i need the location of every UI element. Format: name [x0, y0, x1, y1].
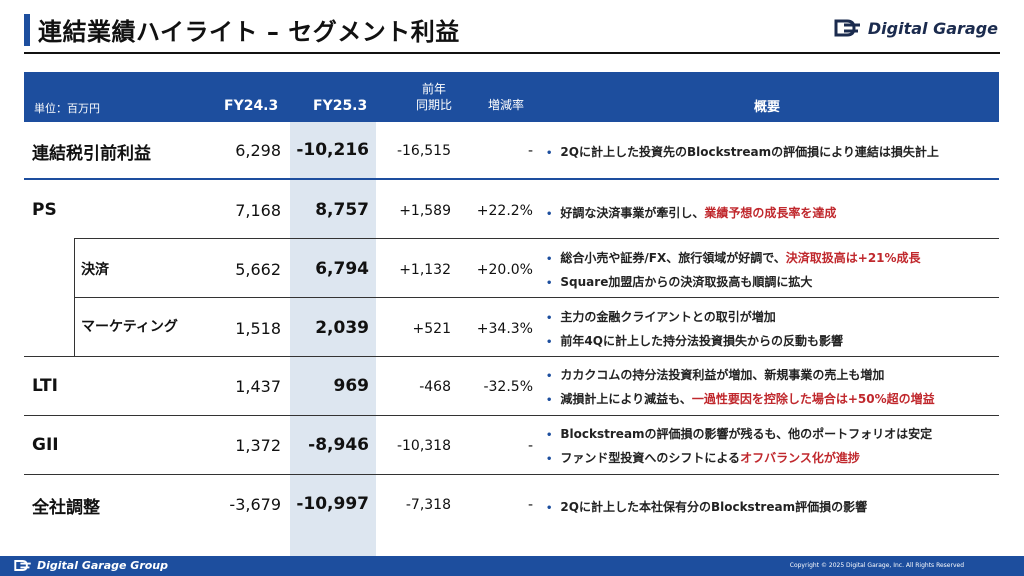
fy25-value: -10,216	[296, 140, 369, 160]
row-divider	[74, 238, 999, 239]
change-value: -32.5%	[483, 379, 533, 395]
copyright-text: Copyright © 2025 Digital Garage, Inc. Al…	[789, 562, 964, 569]
table-row: 全社調整 -3,679 -10,997 -7,318 - • 2Qに計上した本社保…	[24, 475, 999, 532]
fy25-value: 6,794	[315, 259, 369, 279]
table-row: 決済 5,662 6,794 +1,132 +20.0% • 総合小売や証券/FX…	[24, 239, 999, 297]
change-value: +20.0%	[476, 262, 533, 278]
fy25-value: -10,997	[296, 494, 369, 514]
bullet-icon: •	[546, 430, 553, 441]
col-header-fy25: FY25.3	[313, 98, 368, 114]
change-value: -	[527, 438, 533, 454]
subsegment-divider	[74, 238, 75, 356]
yoy-value: -10,318	[396, 438, 451, 454]
change-value: -	[527, 143, 533, 159]
fy24-value: 1,437	[235, 377, 281, 396]
footer-logo-text: Digital Garage Group	[37, 559, 169, 572]
row-divider-thick	[24, 178, 999, 180]
row-divider	[74, 297, 999, 298]
bullet-icon: •	[546, 254, 553, 265]
col-header-fy24: FY24.3	[224, 98, 279, 114]
note-item: • Square加盟店からの決済取扱高も順調に拡大	[546, 275, 813, 289]
change-value: +34.3%	[476, 321, 533, 337]
col-header-overview: 概要	[754, 100, 781, 115]
yoy-value: +1,589	[399, 203, 451, 219]
footer-bar: Digital Garage Group Copyright © 2025 Di…	[0, 556, 1024, 576]
unit-label: 単位：百万円	[34, 102, 100, 115]
bullet-icon: •	[546, 337, 553, 348]
table-row: 連結税引前利益 6,298 -10,216 -16,515 - • 2Qに計上した…	[24, 122, 999, 178]
fy24-value: 7,168	[235, 201, 281, 220]
row-label: LTI	[32, 376, 58, 396]
fy24-value: -3,679	[229, 495, 281, 514]
yoy-value: +521	[412, 321, 451, 337]
bullet-icon: •	[546, 454, 553, 465]
note-item: • 総合小売や証券/FX、旅行領域が好調で、決済取扱高は+21%成長	[546, 251, 921, 265]
yoy-value: -16,515	[396, 143, 451, 159]
title-accent-bar	[24, 14, 30, 46]
note-item: • Blockstreamの評価損の影響が残るも、他のポートフォリオは安定	[546, 427, 933, 441]
note-item: • 2Qに計上した本社保有分のBlockstream評価損の影響	[546, 500, 868, 514]
title-divider	[24, 52, 1000, 54]
row-label: マーケティング	[81, 319, 178, 335]
col-header-yoy-line1: 前年	[421, 82, 446, 96]
company-logo: Digital Garage	[834, 18, 998, 38]
dg-logo-icon	[834, 19, 860, 37]
col-header-change: 増減率	[488, 98, 525, 112]
fy25-column-highlight	[290, 122, 376, 572]
row-label: 連結税引前利益	[32, 144, 151, 164]
fy24-value: 5,662	[235, 260, 281, 279]
note-item: • 好調な決済事業が牽引し、業績予想の成長率を達成	[546, 206, 837, 220]
row-label: 全社調整	[32, 498, 100, 518]
row-label: PS	[32, 200, 57, 220]
row-label: 決済	[81, 262, 109, 278]
note-item: • 前年4Qに計上した持分法投資損失からの反動も影響	[546, 334, 843, 348]
col-header-yoy-line2: 同期比	[415, 98, 452, 112]
bullet-icon: •	[546, 209, 553, 220]
fy24-value: 6,298	[235, 141, 281, 160]
fy24-value: 1,372	[235, 436, 281, 455]
table-row: PS 7,168 8,757 +1,589 +22.2% • 好調な決済事業が牽引…	[24, 180, 999, 238]
note-item: • 減損計上により減益も、一過性要因を控除した場合は+50%超の増益	[546, 392, 935, 406]
fy25-value: -8,946	[308, 435, 369, 455]
fy24-value: 1,518	[235, 319, 281, 338]
row-divider	[24, 415, 999, 416]
row-divider	[24, 474, 999, 475]
page-title: 連結業績ハイライト – セグメント利益	[38, 18, 460, 46]
fy25-value: 2,039	[315, 318, 369, 338]
table-row: LTI 1,437 969 -468 -32.5% • カカクコムの持分法投資利益…	[24, 357, 999, 415]
logo-text: Digital Garage	[867, 18, 998, 38]
change-value: -	[527, 497, 533, 513]
note-item: • ファンド型投資へのシフトによるオフバランス化が進捗	[546, 451, 860, 465]
dg-logo-icon	[14, 560, 31, 571]
footer-logo: Digital Garage Group	[14, 559, 168, 572]
bullet-icon: •	[546, 371, 553, 382]
note-item: • カカクコムの持分法投資利益が増加、新規事業の売上も増加	[546, 368, 885, 382]
fy25-value: 8,757	[315, 200, 369, 220]
table-header: 単位：百万円 FY24.3 FY25.3 前年 同期比 増減率 概要	[24, 72, 999, 122]
note-item: • 2Qに計上した投資先のBlockstreamの評価損により連結は損失計上	[546, 145, 939, 159]
table-row: マーケティング 1,518 2,039 +521 +34.3% • 主力の金融クラ…	[24, 298, 999, 356]
bullet-icon: •	[546, 148, 553, 159]
row-label: GII	[32, 435, 59, 455]
note-item: • 主力の金融クライアントとの取引が増加	[546, 310, 776, 324]
bullet-icon: •	[546, 395, 553, 406]
table-row: GII 1,372 -8,946 -10,318 - • Blockstreamの…	[24, 416, 999, 474]
row-divider	[24, 356, 999, 357]
yoy-value: -468	[419, 379, 451, 395]
yoy-value: +1,132	[399, 262, 451, 278]
bullet-icon: •	[546, 278, 553, 289]
bullet-icon: •	[546, 503, 553, 514]
yoy-value: -7,318	[405, 497, 451, 513]
segment-profit-table: 単位：百万円 FY24.3 FY25.3 前年 同期比 増減率 概要 連結税引前…	[24, 72, 999, 572]
fy25-value: 969	[333, 376, 370, 396]
bullet-icon: •	[546, 313, 553, 324]
change-value: +22.2%	[476, 203, 533, 219]
